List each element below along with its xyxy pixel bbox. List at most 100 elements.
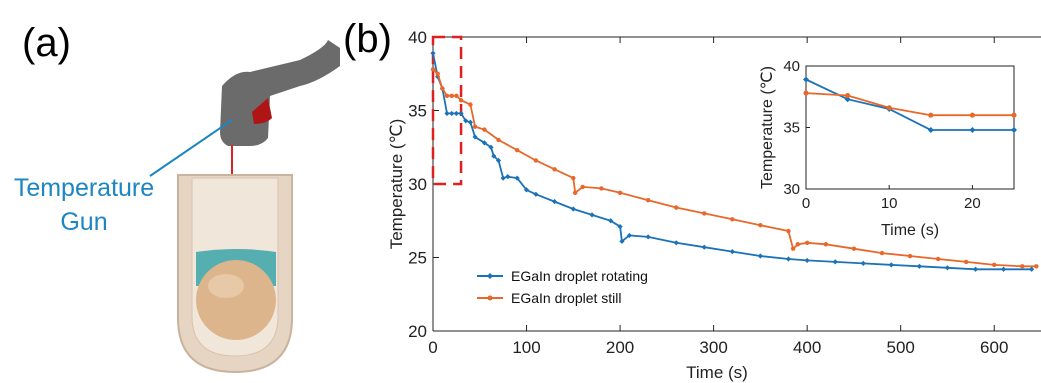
inset-y-axis-label: Temperature (℃)	[759, 66, 776, 189]
data-point	[786, 228, 791, 234]
inset-x-axis-label: Time (s)	[881, 222, 939, 239]
data-point	[449, 93, 454, 99]
data-point	[907, 253, 913, 259]
data-point	[467, 119, 474, 125]
data-point	[626, 232, 633, 239]
data-point	[673, 240, 679, 246]
highlight-box	[431, 35, 463, 186]
y-axis-label: Temperature (℃)	[387, 119, 406, 250]
data-point	[589, 212, 595, 218]
gun-label-line2: Gun	[60, 208, 107, 236]
data-point	[572, 190, 578, 196]
y-tick-label: 40	[408, 28, 427, 47]
x-tick-label: 0	[428, 338, 437, 357]
data-point	[440, 86, 445, 91]
data-point	[758, 222, 763, 228]
x-tick-label: 500	[887, 338, 915, 357]
data-point	[785, 256, 792, 262]
data-point	[963, 259, 969, 265]
data-point	[523, 187, 530, 193]
data-point	[571, 175, 576, 181]
data-point	[645, 234, 651, 240]
data-point	[619, 238, 625, 244]
data-point	[468, 102, 473, 107]
data-point	[552, 167, 557, 172]
data-point	[463, 118, 469, 124]
data-point	[701, 244, 707, 250]
gun-label-line1: Temperature	[14, 174, 154, 202]
inset-data-point	[969, 126, 976, 133]
data-point	[514, 147, 520, 153]
data-point	[444, 110, 450, 117]
data-point	[804, 240, 810, 246]
data-point	[430, 67, 436, 72]
x-tick-label: 600	[980, 338, 1008, 357]
test-tube-icon	[177, 174, 293, 374]
data-point	[449, 110, 455, 117]
data-point	[832, 259, 838, 265]
y-tick-label: 30	[408, 175, 427, 194]
series-still	[430, 67, 1039, 269]
panel-a-label: (a)	[22, 21, 71, 65]
legend-label: EGaIn droplet rotating	[511, 268, 648, 284]
legend-marker	[487, 273, 493, 279]
data-point	[495, 157, 502, 164]
legend: EGaIn droplet rotating EGaIn droplet stil…	[477, 268, 648, 306]
data-point	[851, 246, 857, 251]
data-point	[608, 218, 614, 224]
x-tick-label: 200	[606, 338, 634, 357]
inset-data-point	[969, 112, 975, 118]
temperature-gun-icon	[220, 40, 340, 146]
data-point	[673, 205, 679, 210]
data-point	[617, 190, 623, 196]
y-tick-label: 20	[408, 322, 427, 341]
inset-data-point	[803, 76, 809, 83]
inset-data-point	[927, 126, 934, 133]
data-point	[435, 71, 440, 76]
data-point	[454, 93, 459, 99]
data-point	[458, 98, 464, 103]
x-tick-label: 300	[699, 338, 727, 357]
data-point	[1020, 264, 1025, 269]
data-point	[500, 175, 506, 181]
data-point	[570, 206, 576, 212]
data-point	[505, 174, 511, 180]
data-point	[552, 199, 558, 205]
inset-frame	[805, 65, 1015, 190]
data-point	[916, 263, 922, 269]
data-point	[879, 250, 885, 256]
inset-data-point	[928, 112, 934, 118]
droplet-icon	[196, 260, 276, 340]
inset-data-point	[803, 90, 809, 96]
data-point	[533, 158, 539, 163]
data-point	[804, 257, 810, 264]
y-tick-label: 25	[408, 249, 427, 268]
inset-data-point	[1011, 112, 1017, 118]
inset-series-line	[805, 92, 1014, 117]
data-point	[488, 144, 494, 150]
data-point	[1000, 266, 1007, 272]
data-point	[482, 127, 487, 132]
data-point	[795, 242, 801, 247]
data-point	[645, 197, 651, 203]
data-point	[888, 262, 894, 268]
data-point	[617, 224, 623, 230]
data-point	[472, 124, 478, 129]
legend-marker	[487, 295, 493, 301]
inset-series-still	[803, 90, 1017, 118]
data-point	[496, 137, 501, 143]
legend-label: EGaIn droplet still	[511, 290, 622, 306]
data-point	[992, 262, 997, 268]
data-point	[729, 249, 735, 255]
inset-data-point	[844, 96, 851, 103]
data-point	[491, 153, 497, 159]
y-tick-label: 35	[408, 102, 427, 121]
x-tick-label: 400	[793, 338, 821, 357]
data-point	[453, 110, 459, 117]
inset-x-tick-label: 0	[802, 195, 810, 212]
inset-data-point	[886, 105, 892, 111]
x-axis-label: Time (s)	[686, 363, 748, 382]
panel-b-label: (b)	[343, 17, 392, 61]
x-tick-label: 100	[512, 338, 540, 357]
inset-y-tick-label: 35	[783, 120, 800, 137]
